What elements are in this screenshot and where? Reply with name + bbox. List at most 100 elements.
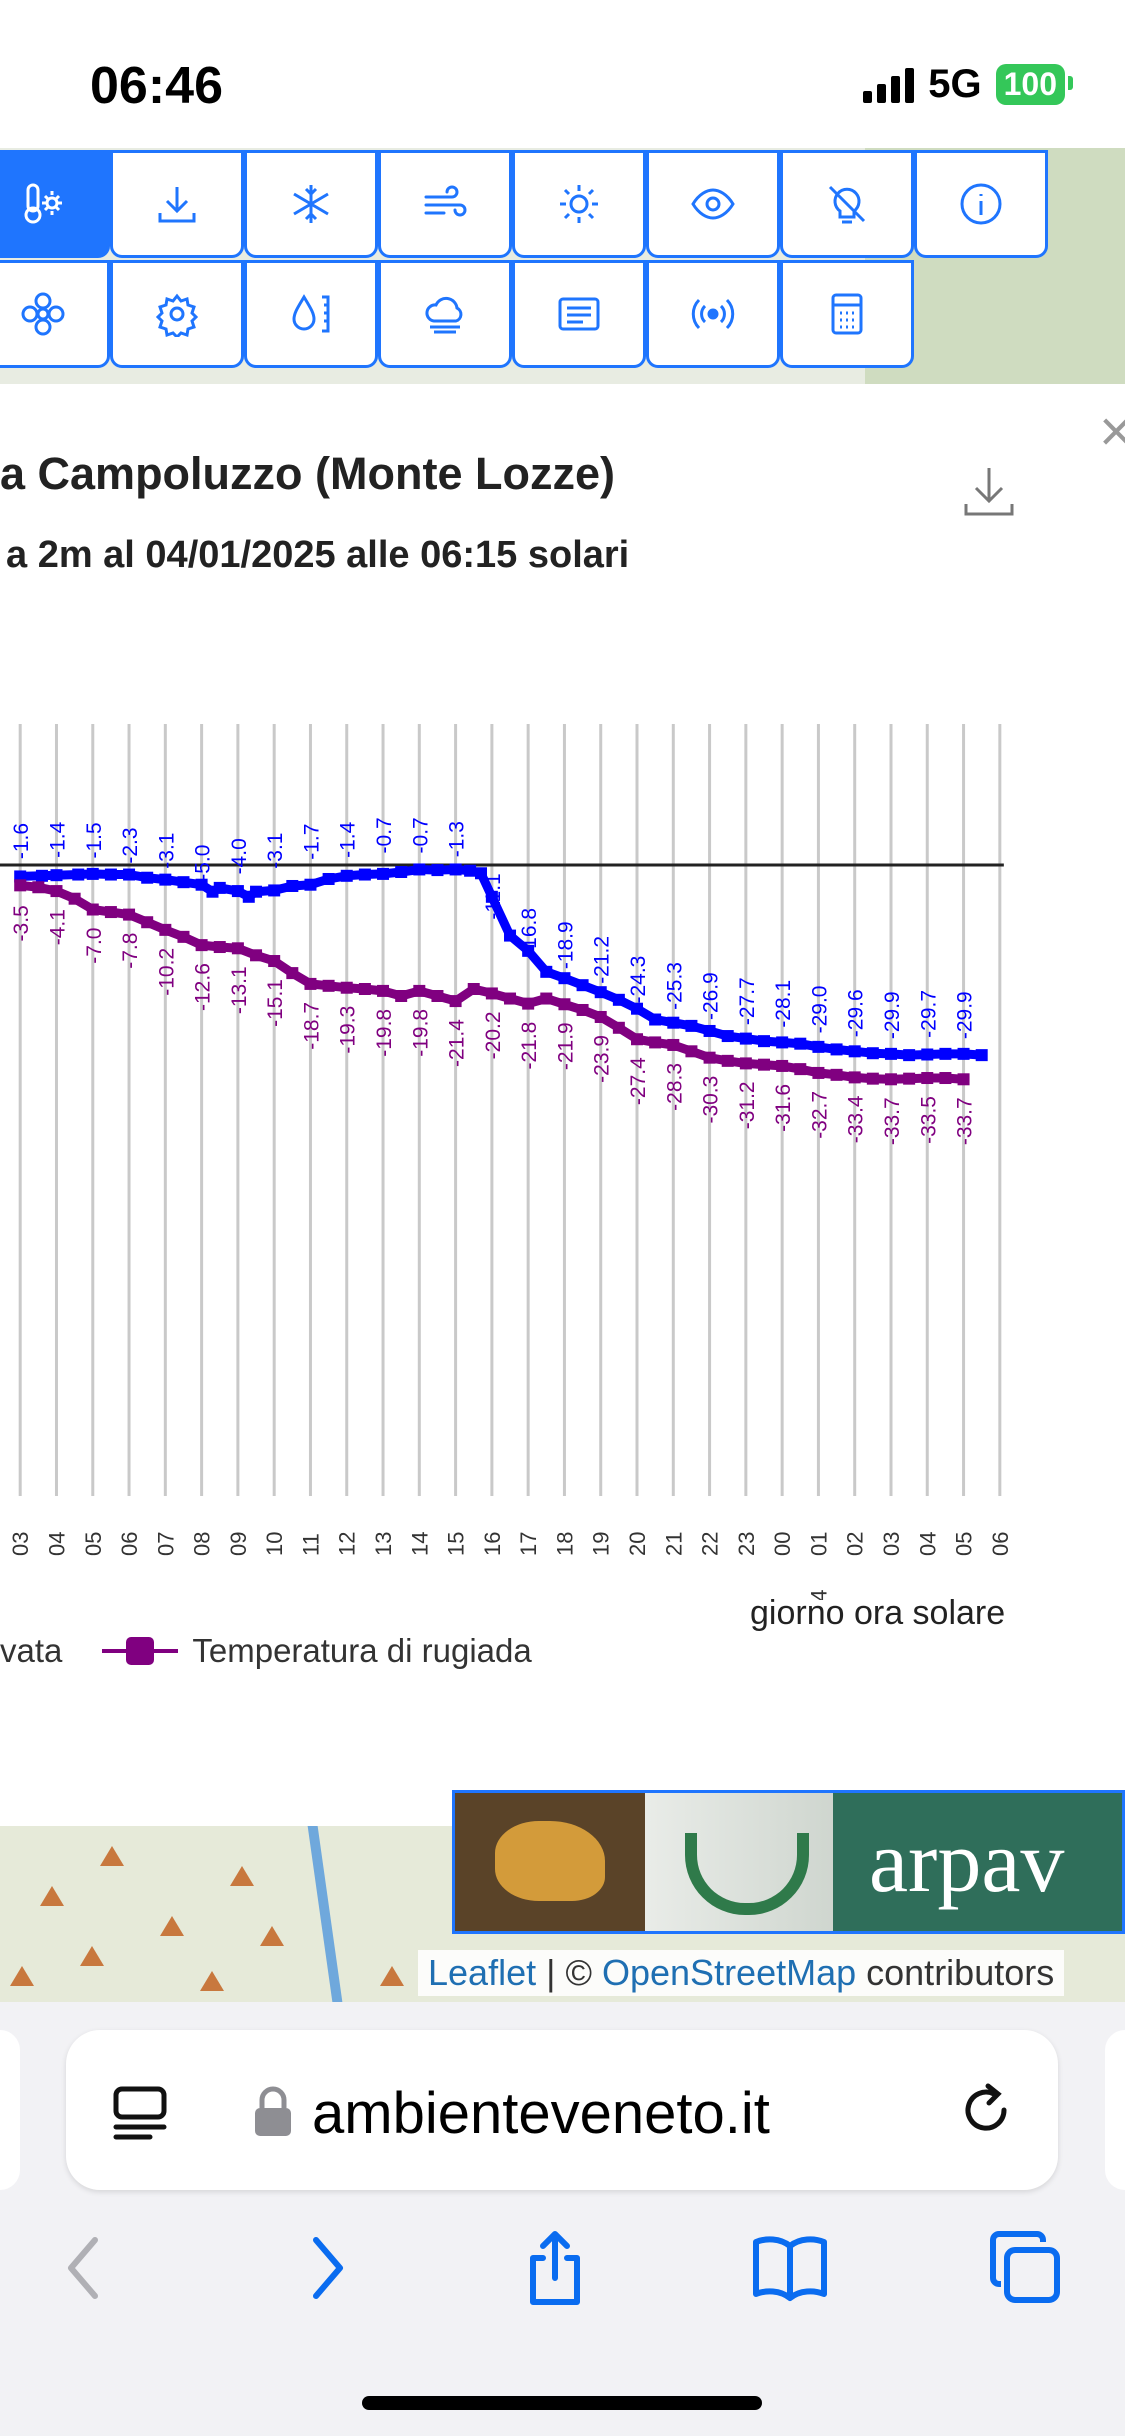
temperature-point [104,868,117,881]
home-indicator[interactable] [362,2396,762,2410]
wind-icon [424,185,467,217]
temperature-point [377,867,390,880]
previous-tab-pill[interactable] [0,2030,20,2190]
back-button[interactable] [35,2218,135,2318]
toolbar-button-bulb-off[interactable] [780,150,914,258]
dew-point-data-label: -19.8 [409,1009,432,1057]
download-chart-icon[interactable] [960,462,1018,520]
temperature-point [576,979,589,992]
temperature-point [322,872,335,885]
dew-point-point [848,1071,861,1084]
temperature-point [268,884,281,897]
temperature-point [474,867,487,880]
dew-point-point [159,923,172,936]
dew-point-point [195,939,208,952]
dew-point-point [903,1072,916,1085]
x-tick-label: 22 [698,1532,723,1556]
temperature-data-label: -1.5 [83,822,106,858]
dew-point-point [86,903,99,916]
toolbar-button-snowflake[interactable] [244,150,378,258]
temperature-point [304,878,317,891]
toolbar-button-sun[interactable] [512,150,646,258]
temperature-data-label: -29.6 [845,989,868,1037]
arpav-logo[interactable]: arpav [452,1790,1125,1934]
temperature-data-label: -11.1 [482,873,505,919]
legend-temperature-label[interactable]: vata [0,1632,63,1669]
x-tick-label: 23 [734,1532,759,1556]
download-icon [158,187,196,223]
toolbar-button-wind[interactable] [378,150,512,258]
page-menu-icon[interactable] [110,2083,170,2143]
toolbar-button-cloud[interactable] [378,260,512,368]
x-tick-label: 07 [153,1532,178,1556]
cloud-icon [425,296,463,334]
toolbar-button-info[interactable] [914,150,1048,258]
temperature-point [884,1047,897,1060]
dew-point-point [286,967,299,980]
x-tick-label: 09 [226,1532,251,1556]
leaflet-link[interactable]: Leaflet [428,1952,537,1993]
next-tab-pill[interactable] [1105,2030,1125,2190]
dew-point-point [812,1066,825,1079]
dew-point-point [213,941,226,954]
toolbar-button-broadcast[interactable] [646,260,780,368]
share-icon [530,2231,580,2305]
toolbar-button-download[interactable] [110,150,244,258]
dew-point-point [377,984,390,997]
temperature-point [159,873,172,886]
toolbar-button-flower[interactable] [0,260,110,368]
forward-button[interactable] [276,2218,376,2318]
osm-link[interactable]: OpenStreetMap [601,1952,857,1993]
temperature-data-label: -21.2 [591,936,614,984]
url-text[interactable]: ambienteveneto.it [312,2081,770,2146]
dew-point-point [123,908,136,921]
toolbar-row-1 [0,150,1048,258]
status-time: 06:46 [90,57,223,115]
temperature-data-label: -27.7 [736,977,759,1025]
legend-dew-marker [102,1634,179,1668]
chart-panel [0,384,1125,1826]
arpav-logo-text: arpav [869,1813,1065,1911]
x-tick-label: 20 [625,1532,650,1556]
dew-point-point [558,998,571,1011]
toolbar-button-text[interactable] [512,260,646,368]
dew-point-data-label: -32.7 [808,1091,831,1139]
toolbar-button-calculator[interactable] [780,260,914,368]
dew-point-point [739,1057,752,1070]
dew-point-point [957,1073,970,1086]
address-bar[interactable] [66,2030,1058,2190]
legend-dew-label[interactable]: Temperatura di rugiada [192,1632,532,1669]
reload-icon[interactable] [956,2080,1018,2142]
browser-nav-bar [0,2218,1125,2318]
toolbar-button-gear[interactable] [110,260,244,368]
dew-point-data-label: -15.1 [264,979,287,1027]
x-tick-label: 10 [262,1532,287,1556]
dew-point-data-label: -21.8 [518,1022,541,1070]
bookmarks-button[interactable] [740,2218,840,2318]
chart-subtitle: a 2m al 04/01/2025 alle 06:15 solari [6,534,630,576]
temperature-point [540,965,553,978]
temperature-point [594,986,607,999]
dew-point-data-label: -33.4 [845,1095,868,1143]
close-icon[interactable]: × [1099,399,1125,464]
book-icon [753,2236,827,2301]
network-type: 5G [928,62,982,106]
temperature-data-label: -1.7 [300,824,323,860]
dew-point-point [32,881,45,894]
temperature-point [757,1035,770,1048]
dew-point-data-label: -31.2 [736,1081,759,1129]
toolbar-button-eye[interactable] [646,150,780,258]
info-icon [960,183,1002,225]
toolbar-button-humidity[interactable] [244,260,378,368]
dew-point-data-label: -18.7 [300,1002,323,1050]
temperature-data-label: -24.3 [627,956,650,1004]
lock-icon [255,2086,291,2136]
dew-point-point [304,977,317,990]
x-tick-label: 04 [915,1532,940,1556]
dew-point-point [395,989,408,1002]
status-indicators: 5G 100 [863,62,1074,107]
tabs-button[interactable] [975,2218,1075,2318]
toolbar-button-temperature[interactable] [0,150,110,258]
share-button[interactable] [505,2218,605,2318]
x-tick-label: 03 [8,1532,33,1556]
